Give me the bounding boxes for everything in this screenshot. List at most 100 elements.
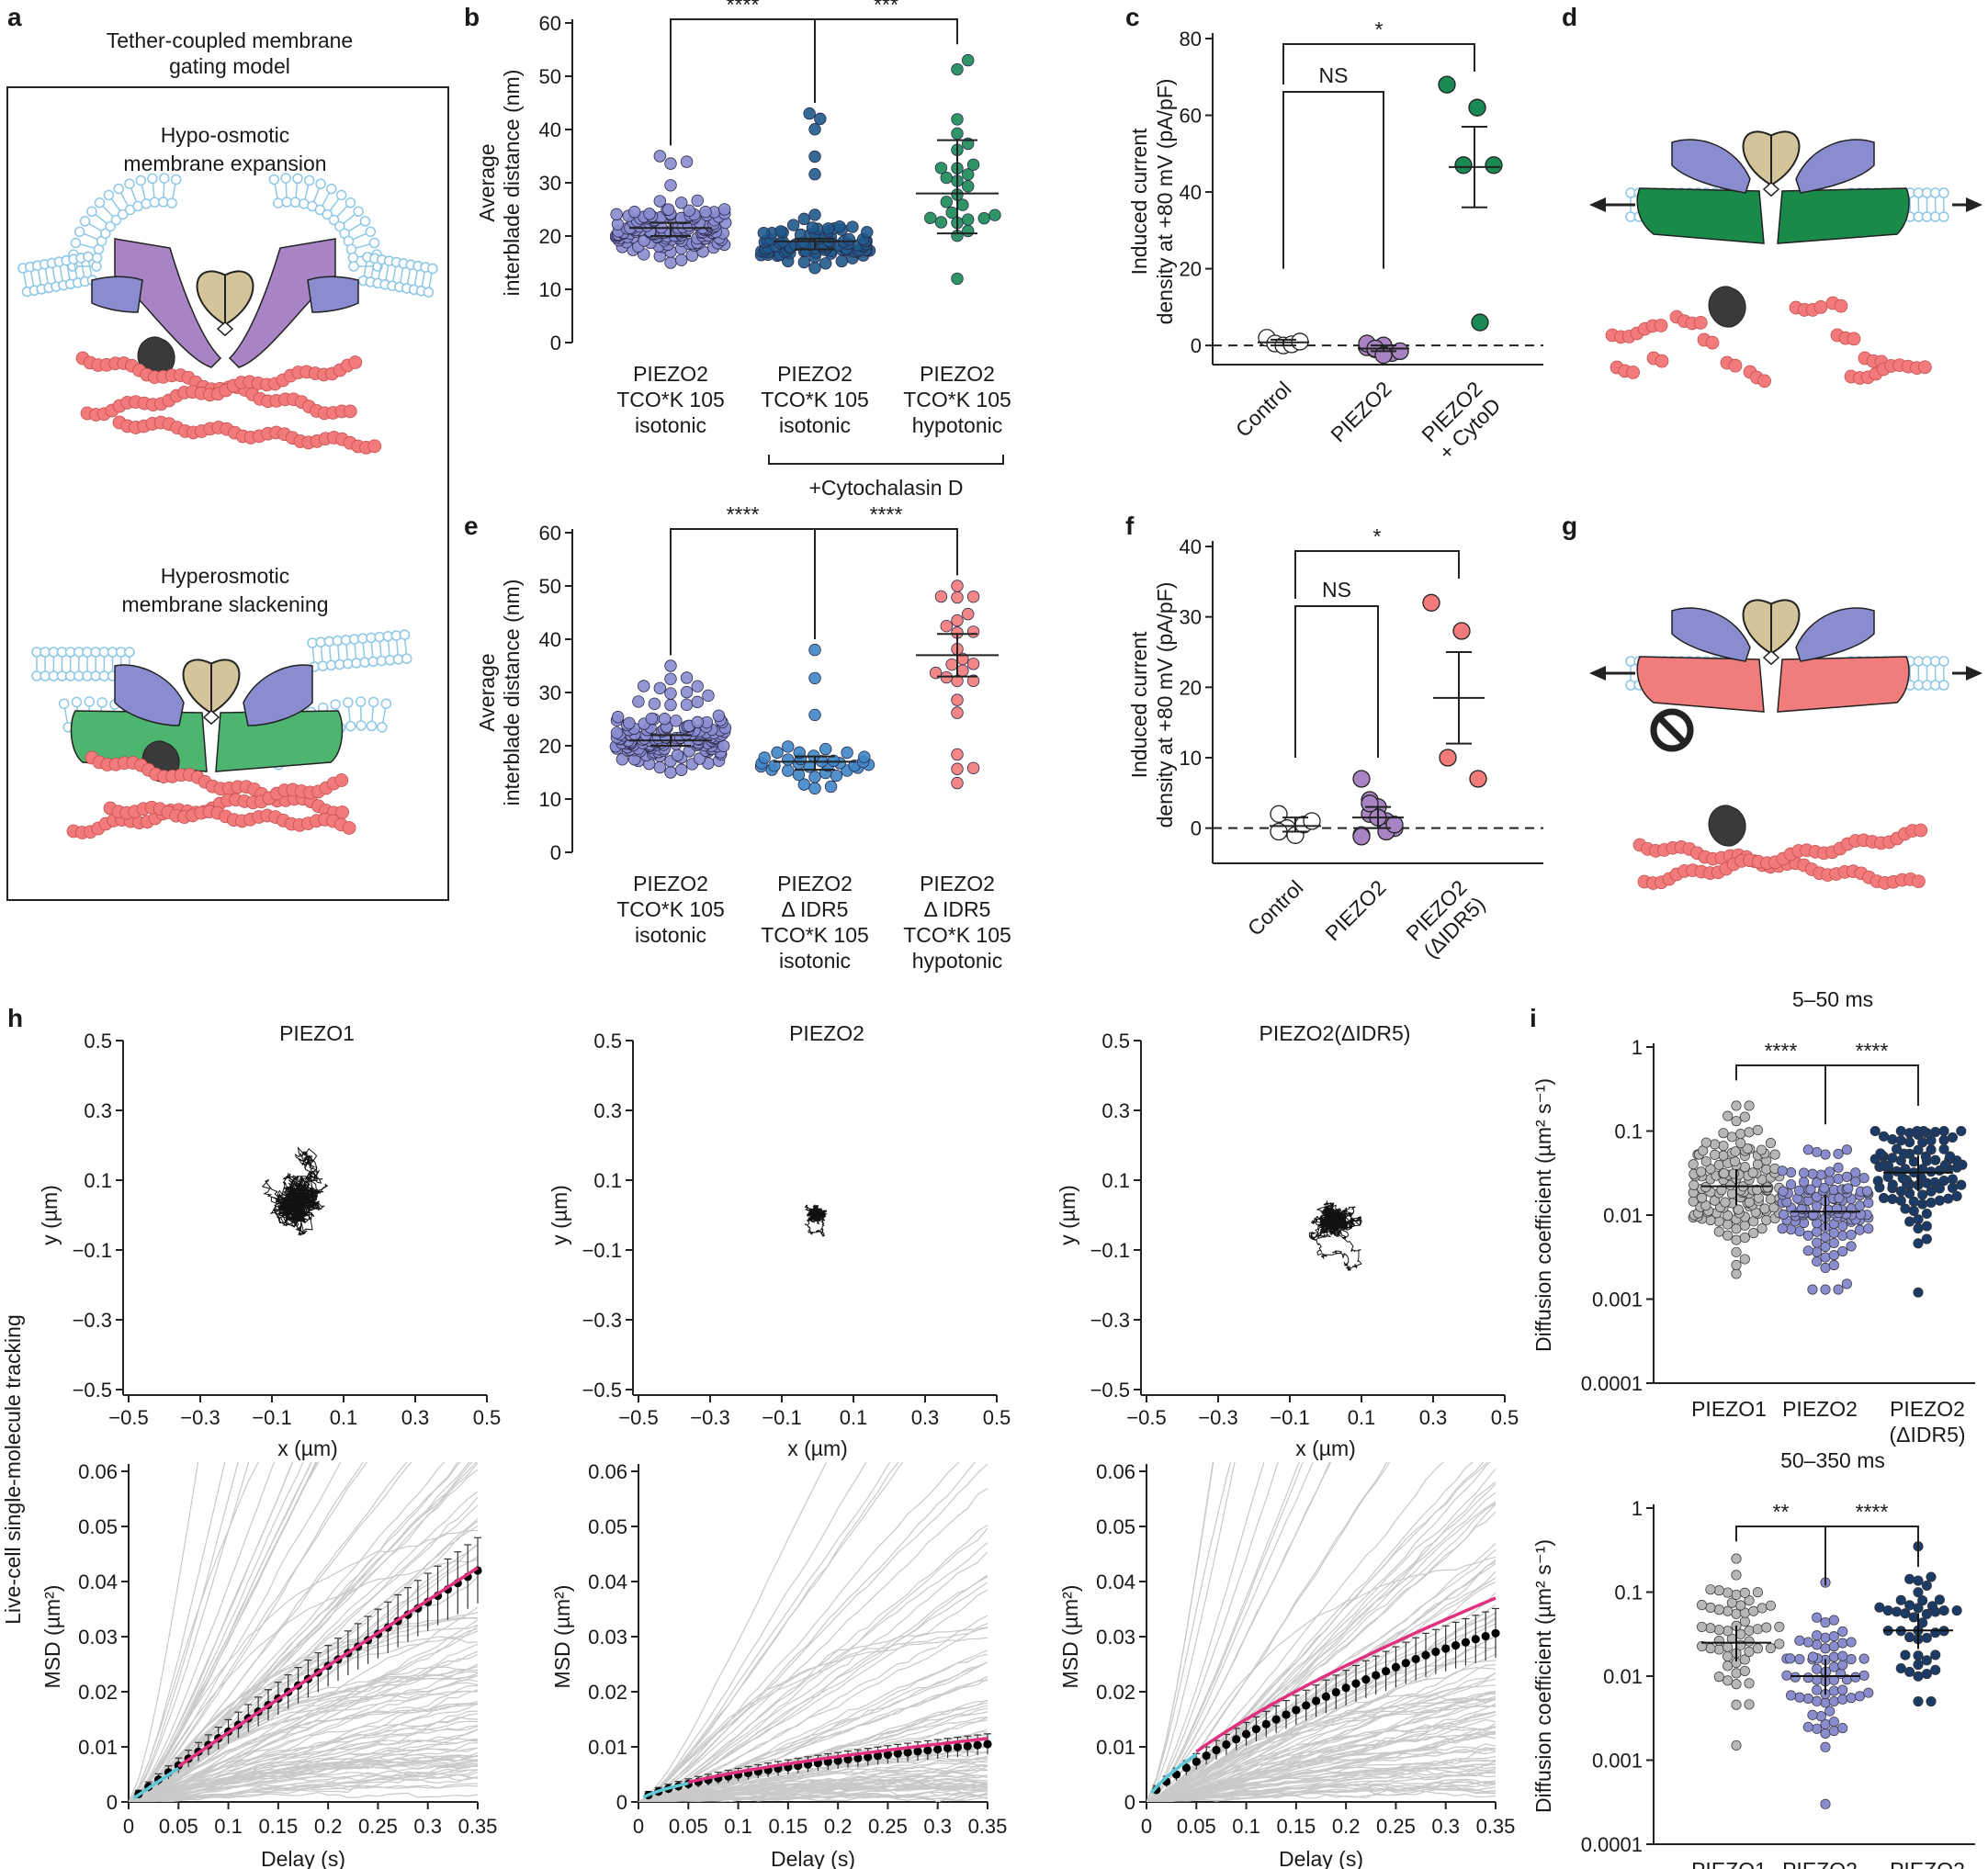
data-point bbox=[1713, 1672, 1724, 1683]
data-point bbox=[1439, 749, 1457, 767]
lipid-tail bbox=[421, 271, 425, 287]
msd-curve bbox=[638, 1462, 867, 1802]
y-tick-label: 0.02 bbox=[78, 1681, 118, 1704]
lipid-head bbox=[334, 220, 345, 232]
data-point bbox=[1812, 1723, 1823, 1734]
data-point bbox=[1854, 1224, 1865, 1235]
msd-individual-curves bbox=[129, 1462, 478, 1802]
data-point bbox=[1713, 1159, 1724, 1171]
data-point bbox=[1892, 1143, 1903, 1154]
msd-curve bbox=[1146, 1731, 1496, 1802]
msd-curve bbox=[1146, 1790, 1496, 1802]
trajectory-title: PIEZO1 bbox=[279, 1021, 355, 1045]
category-label: PIEZO2 bbox=[1890, 1858, 1965, 1869]
data-point bbox=[1735, 1129, 1746, 1140]
data-point bbox=[1723, 1210, 1734, 1221]
data-point bbox=[1723, 1626, 1734, 1637]
y-tick-label: 40 bbox=[1180, 535, 1202, 558]
msd-mean-point bbox=[883, 1750, 893, 1760]
blade-left bbox=[1636, 656, 1765, 713]
category-label: PIEZO2 bbox=[1326, 377, 1395, 446]
data-point bbox=[966, 761, 980, 774]
x-tick-label: 0.5 bbox=[473, 1406, 502, 1429]
lipid-tail bbox=[387, 640, 390, 656]
data-point bbox=[1926, 1197, 1937, 1208]
data-point bbox=[1744, 1646, 1755, 1657]
y-tick-label: 20 bbox=[539, 735, 561, 758]
significance-label: ** bbox=[1773, 1500, 1790, 1524]
msd-mean-point bbox=[1481, 1631, 1490, 1641]
data-point bbox=[1819, 1182, 1830, 1194]
data-point bbox=[1913, 1660, 1924, 1671]
data-point bbox=[1930, 1627, 1941, 1638]
data-point bbox=[1913, 1214, 1924, 1225]
msd-curve bbox=[1146, 1705, 1496, 1802]
x-tick-label: −0.3 bbox=[180, 1406, 220, 1429]
y-tick-label: 0 bbox=[550, 841, 561, 864]
y-tick-label: 0.0001 bbox=[1581, 1372, 1643, 1395]
y-tick-label: 40 bbox=[539, 628, 561, 651]
category-label: isotonic bbox=[779, 413, 851, 437]
y-tick-label: 0.001 bbox=[1592, 1750, 1643, 1773]
data-point bbox=[1828, 1227, 1839, 1239]
data-point bbox=[808, 123, 821, 136]
data-point bbox=[803, 107, 816, 120]
data-point bbox=[1861, 1186, 1873, 1197]
data-point bbox=[1799, 1167, 1810, 1178]
data-point bbox=[1926, 1144, 1937, 1155]
data-point bbox=[1887, 1153, 1898, 1164]
msd-curve bbox=[129, 1765, 478, 1802]
data-point bbox=[934, 216, 948, 229]
data-point bbox=[1892, 1606, 1903, 1617]
msd-curve bbox=[1146, 1653, 1496, 1802]
data-point bbox=[1858, 1670, 1869, 1681]
msd-curve bbox=[1146, 1592, 1496, 1802]
msd-curve bbox=[638, 1637, 988, 1802]
lipid-bilayer bbox=[17, 251, 98, 298]
lipid-head bbox=[359, 216, 371, 227]
lipid-tail bbox=[404, 639, 408, 655]
lipid-head bbox=[377, 722, 388, 733]
msd-curve bbox=[129, 1462, 259, 1802]
category-label: PIEZO2 bbox=[777, 362, 853, 386]
data-point bbox=[1828, 1641, 1839, 1652]
data-point bbox=[1812, 1226, 1823, 1237]
data-point bbox=[1913, 1287, 1924, 1298]
msd-curve bbox=[1146, 1556, 1496, 1802]
data-point bbox=[1872, 1176, 1883, 1187]
lipid-head bbox=[1938, 656, 1949, 667]
lipid-tail bbox=[354, 643, 357, 659]
msd-curve bbox=[1146, 1577, 1496, 1802]
y-tick-label: 0.04 bbox=[588, 1571, 627, 1593]
data-point bbox=[1828, 1651, 1839, 1662]
panel-letter-a: a bbox=[7, 3, 22, 31]
lipid-head bbox=[380, 698, 392, 709]
msd-curve bbox=[638, 1462, 891, 1802]
msd-curve bbox=[129, 1690, 478, 1802]
data-point bbox=[664, 157, 677, 170]
data-point bbox=[1837, 1723, 1848, 1734]
msd-curve bbox=[1146, 1693, 1496, 1802]
data-point bbox=[1762, 1182, 1773, 1193]
y-axis-label-line2: density at +80 mV (pA/pF) bbox=[1153, 582, 1177, 828]
data-point bbox=[1697, 1640, 1708, 1651]
significance-bracket bbox=[1735, 1064, 1919, 1106]
data-point bbox=[830, 769, 843, 783]
data-point bbox=[1824, 1175, 1836, 1186]
data-point bbox=[1913, 1222, 1924, 1234]
msd-curve bbox=[129, 1728, 478, 1802]
msd-mean-point bbox=[1491, 1628, 1500, 1638]
y-tick-label: 0.1 bbox=[84, 1169, 112, 1192]
y-tick-label: 0.1 bbox=[1614, 1582, 1643, 1604]
lipid-head bbox=[273, 197, 284, 208]
data-point bbox=[691, 194, 704, 208]
category-label: Control bbox=[1243, 875, 1308, 940]
lipid-head bbox=[280, 173, 291, 184]
lipid-head bbox=[113, 183, 124, 195]
msd-mean-point bbox=[1451, 1640, 1461, 1650]
data-point bbox=[1713, 1604, 1724, 1616]
lipid-tail bbox=[370, 642, 374, 658]
data-point bbox=[1739, 1162, 1750, 1173]
data-point bbox=[1802, 1693, 1813, 1704]
x-tick-label: −0.3 bbox=[1198, 1406, 1237, 1429]
